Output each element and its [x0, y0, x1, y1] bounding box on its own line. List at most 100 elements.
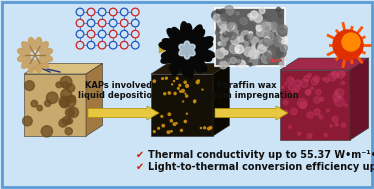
Circle shape	[297, 98, 307, 108]
Circle shape	[153, 131, 155, 132]
Text: Paraffin wax
vacuum impregnation: Paraffin wax vacuum impregnation	[194, 81, 298, 100]
Circle shape	[263, 38, 270, 46]
Circle shape	[67, 118, 73, 124]
Circle shape	[254, 46, 258, 49]
Circle shape	[265, 50, 271, 57]
Circle shape	[65, 108, 74, 117]
Polygon shape	[31, 51, 39, 59]
Circle shape	[337, 73, 340, 76]
Circle shape	[265, 26, 269, 30]
Circle shape	[324, 133, 328, 137]
Circle shape	[333, 30, 363, 60]
Circle shape	[62, 117, 71, 125]
Circle shape	[328, 73, 336, 81]
Circle shape	[306, 90, 311, 95]
Circle shape	[197, 80, 199, 82]
Circle shape	[68, 95, 76, 102]
Circle shape	[334, 97, 344, 107]
Circle shape	[273, 37, 282, 46]
Polygon shape	[301, 63, 356, 68]
Circle shape	[170, 120, 172, 122]
Circle shape	[168, 92, 171, 94]
Circle shape	[213, 14, 221, 22]
Text: ✔: ✔	[136, 150, 144, 160]
Circle shape	[314, 109, 320, 115]
Circle shape	[176, 123, 177, 124]
Circle shape	[217, 18, 226, 27]
Circle shape	[341, 81, 344, 85]
Circle shape	[186, 113, 187, 114]
Circle shape	[267, 54, 272, 59]
Circle shape	[241, 31, 251, 41]
Circle shape	[322, 78, 325, 80]
Circle shape	[46, 92, 58, 104]
Circle shape	[62, 82, 68, 88]
Circle shape	[221, 58, 224, 61]
Circle shape	[244, 48, 253, 57]
Circle shape	[289, 125, 291, 128]
Circle shape	[307, 133, 312, 138]
Circle shape	[287, 77, 294, 84]
Circle shape	[295, 86, 300, 91]
Circle shape	[282, 86, 284, 88]
Circle shape	[212, 11, 221, 20]
Circle shape	[194, 101, 195, 103]
Circle shape	[325, 78, 329, 82]
Circle shape	[234, 30, 238, 34]
Polygon shape	[350, 58, 369, 140]
Circle shape	[263, 17, 266, 21]
Circle shape	[224, 6, 234, 15]
Circle shape	[232, 33, 239, 40]
Circle shape	[179, 84, 181, 86]
Circle shape	[288, 84, 295, 90]
Circle shape	[183, 101, 184, 102]
Circle shape	[171, 131, 172, 132]
Circle shape	[251, 11, 258, 19]
Circle shape	[220, 33, 229, 41]
Circle shape	[244, 47, 253, 56]
Circle shape	[277, 48, 286, 57]
Circle shape	[257, 28, 265, 37]
Circle shape	[259, 9, 262, 12]
Circle shape	[249, 32, 252, 35]
FancyArrow shape	[88, 106, 159, 120]
Circle shape	[230, 44, 239, 54]
Circle shape	[164, 93, 166, 95]
Circle shape	[176, 77, 178, 79]
Circle shape	[243, 41, 248, 47]
Circle shape	[278, 30, 287, 39]
Circle shape	[277, 31, 282, 36]
Circle shape	[215, 49, 225, 59]
Circle shape	[153, 80, 156, 82]
Circle shape	[276, 35, 280, 39]
Polygon shape	[179, 41, 195, 59]
Circle shape	[236, 12, 239, 15]
Circle shape	[248, 34, 253, 39]
Circle shape	[291, 108, 297, 115]
Circle shape	[279, 62, 285, 67]
Circle shape	[61, 89, 72, 100]
Circle shape	[217, 22, 223, 27]
Circle shape	[254, 14, 262, 22]
Circle shape	[292, 90, 298, 95]
Circle shape	[335, 88, 344, 97]
Circle shape	[167, 131, 170, 133]
Circle shape	[278, 14, 281, 18]
Circle shape	[261, 22, 271, 31]
Circle shape	[270, 22, 278, 29]
Circle shape	[220, 53, 228, 60]
Polygon shape	[86, 63, 102, 136]
Circle shape	[251, 37, 259, 45]
Circle shape	[259, 8, 265, 14]
Circle shape	[332, 116, 338, 122]
Text: Thermal conductivity up to 55.37 W•m⁻¹•K⁻¹;: Thermal conductivity up to 55.37 W•m⁻¹•K…	[148, 150, 374, 160]
Circle shape	[60, 76, 72, 88]
Circle shape	[240, 18, 247, 25]
Circle shape	[237, 60, 246, 68]
Circle shape	[255, 52, 260, 56]
Circle shape	[298, 132, 301, 136]
Circle shape	[37, 105, 42, 111]
Circle shape	[162, 124, 165, 127]
Text: ✔: ✔	[136, 162, 144, 172]
Circle shape	[319, 115, 323, 119]
